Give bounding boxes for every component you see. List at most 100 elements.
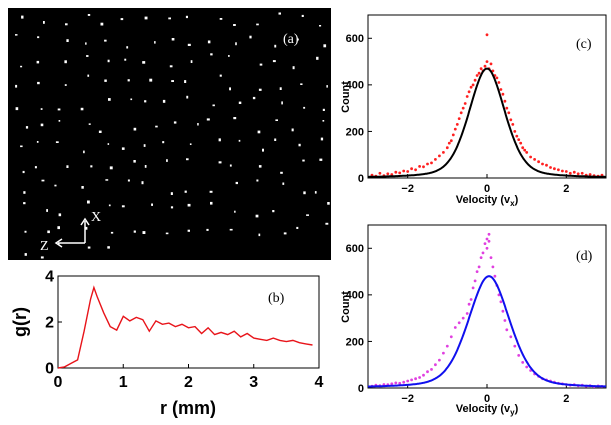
vy-y-tick-label: 600: [346, 243, 364, 255]
vx-point: [485, 33, 489, 37]
vx-point: [501, 92, 505, 96]
particle: [252, 96, 256, 100]
particle: [169, 65, 173, 68]
vx-point: [459, 111, 463, 115]
particle: [306, 214, 309, 216]
particle: [207, 40, 211, 44]
particle: [21, 15, 24, 19]
particle: [187, 229, 190, 232]
vy-point: [453, 326, 457, 329]
particle: [15, 34, 18, 36]
particle: [234, 210, 236, 213]
gr-series-line: [57, 285, 313, 369]
particle: [316, 56, 319, 60]
particle: [302, 159, 305, 162]
panel-b-label: (b): [268, 291, 285, 306]
particle: [40, 108, 43, 110]
vy-x-tick-label: 0: [484, 393, 490, 405]
vx-point: [426, 162, 429, 166]
vy-point: [461, 316, 465, 320]
vy-y-tick-label: 200: [346, 336, 364, 348]
gr-x-tick-label: 1: [119, 374, 128, 391]
vx-point: [449, 139, 453, 143]
particle: [257, 130, 261, 134]
particle: [165, 232, 169, 235]
particle: [256, 23, 259, 26]
vx-x-label-sub: x: [510, 199, 515, 208]
particle: [41, 179, 45, 182]
vx-point: [402, 169, 406, 173]
vx-point: [483, 64, 487, 68]
particle: [219, 74, 222, 77]
vx-x-tick-label: −2: [401, 183, 414, 195]
particle: [218, 138, 221, 142]
vy-point: [473, 279, 477, 283]
particle: [279, 87, 282, 90]
particle: [272, 210, 275, 213]
vy-point: [503, 319, 507, 322]
particle: [57, 108, 61, 111]
vy-x-label-main: Velocity (v: [456, 403, 511, 415]
particle: [187, 43, 191, 46]
particle: [47, 230, 50, 234]
vx-point: [469, 85, 473, 89]
particle: [133, 127, 137, 131]
vy-point: [499, 300, 503, 304]
vy-point: [410, 378, 413, 382]
particle: [229, 87, 231, 91]
vx-ticks: −2 0 2 0 200 400 600: [346, 33, 570, 195]
vx-point: [467, 90, 471, 94]
vx-point: [521, 146, 525, 150]
gr-y-axis-label: g(r): [10, 307, 30, 337]
particle: [110, 231, 114, 234]
vx-y-tick-label: 200: [346, 126, 364, 138]
vy-plot-frame: [367, 224, 607, 389]
vx-point: [576, 172, 580, 176]
vx-point: [545, 163, 548, 167]
vy-x-tick-label: −2: [401, 393, 414, 405]
gr-x-tick-label: 0: [54, 374, 63, 391]
particle: [108, 98, 111, 101]
vx-point: [511, 123, 515, 126]
vy-point: [390, 382, 394, 386]
vy-point: [521, 361, 525, 364]
vx-point: [523, 148, 527, 152]
vy-point: [487, 239, 491, 243]
particle: [88, 123, 91, 125]
particle: [105, 179, 109, 181]
particle: [171, 80, 174, 82]
particle: [280, 171, 283, 174]
vy-point: [449, 335, 453, 339]
axis-x-label: X: [91, 210, 101, 225]
vy-point: [406, 379, 410, 383]
vx-point: [517, 138, 521, 142]
vx-x-axis-label: Velocity (vx): [456, 194, 519, 208]
particle: [322, 120, 325, 122]
vx-point: [453, 127, 457, 131]
particle: [55, 141, 59, 143]
particle: [262, 148, 264, 152]
panel-d-label: (d): [576, 249, 593, 264]
particle: [170, 206, 174, 209]
vx-point: [572, 170, 576, 174]
vx-point: [451, 133, 455, 137]
axis-x-arrowhead: [80, 217, 90, 226]
vy-point: [422, 373, 425, 377]
particle: [258, 165, 262, 168]
particle: [184, 190, 187, 193]
gr-x-tick-label: 3: [249, 374, 258, 391]
gr-y-tick-label: 0: [45, 361, 54, 378]
vy-point: [525, 365, 529, 369]
vy-point: [485, 246, 489, 250]
particle: [255, 214, 259, 218]
vx-x-label-end: ): [515, 194, 519, 206]
vx-point: [509, 118, 513, 122]
particle: [189, 143, 192, 145]
particle: [37, 36, 40, 39]
particle: [173, 121, 177, 124]
particle: [323, 44, 327, 48]
particle: [25, 126, 29, 129]
vy-point: [477, 265, 481, 269]
particle: [162, 141, 165, 144]
particle: [121, 147, 125, 150]
